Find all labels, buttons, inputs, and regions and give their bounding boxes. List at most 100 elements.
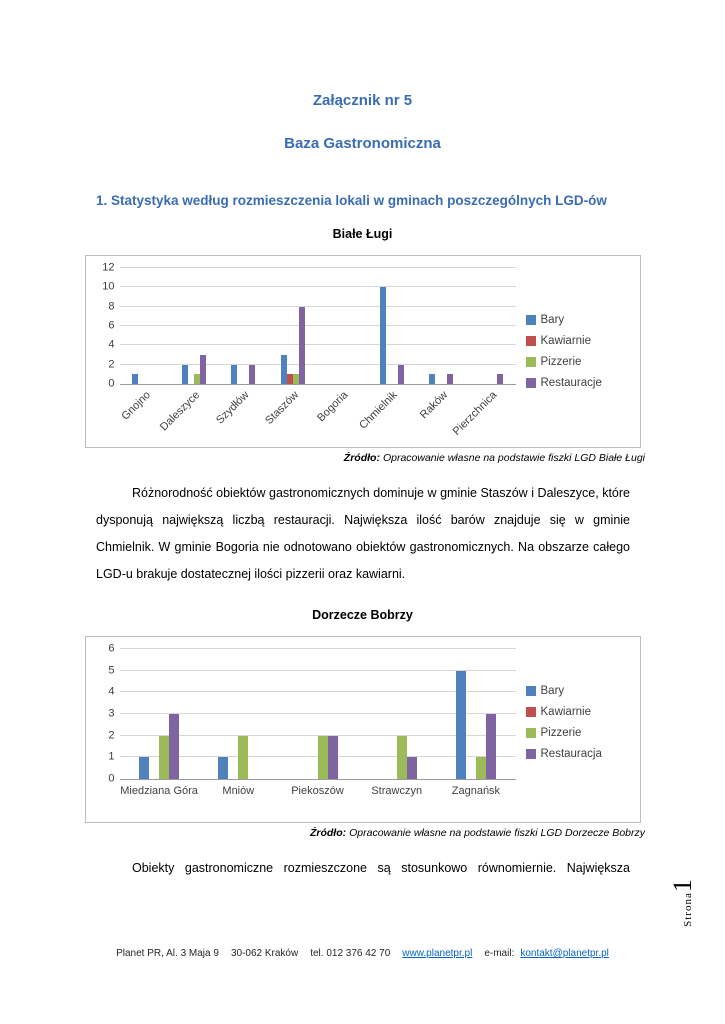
bar-bary [132,374,139,384]
bar-restauracje [249,364,256,384]
category-group [466,268,516,384]
bar-pizzerie [159,735,170,779]
page-number-word: Strona [682,892,694,927]
legend-item: Kawiarnie [525,335,634,347]
x-tick-label: Daleszyce [157,389,203,434]
x-tick-label: Zagnańsk [451,785,501,797]
category-group [120,268,170,384]
gridline [119,713,516,714]
gridline [119,344,516,346]
footer-address: Planet PR, Al. 3 Maja 9 [116,948,219,959]
x-tick-label: Miedziana Góra [120,785,198,797]
legend-label: Pizzerie [540,356,582,368]
bar-slots [120,268,516,384]
y-tick-label: 2 [108,729,115,742]
bar-bary [429,374,436,384]
bar-bary [280,355,287,384]
x-axis-labels: Gnojno Daleszyce Szydłów Staszów Bogoria Chmi… [119,385,516,443]
y-tick-label: 6 [108,642,115,655]
y-axis: 0 2 4 6 8 10 12 [96,262,120,389]
gridline [119,305,516,307]
bar-restauracja [406,757,417,779]
bar-restauracja [327,735,338,779]
legend-swatch [525,686,536,696]
legend-swatch [525,336,536,346]
source-label: Źródło: [309,827,347,839]
gridline [119,734,516,736]
bar-restauracje [397,364,404,384]
bar-pizzerie [193,374,200,384]
y-tick-label: 0 [108,377,115,390]
bar-restauracja [169,714,180,779]
source-text: Opracowanie własne na podstawie fiszki L… [382,452,645,464]
gridline [119,669,516,671]
page-number-side-label: Strona 1 [668,866,704,940]
bar-pizzerie [238,735,249,779]
legend-label: Kawiarnie [540,335,592,347]
gridline [119,325,516,326]
legend-item: Pizzerie [525,356,634,368]
category-group [318,268,368,384]
footer-website-link[interactable]: www.planetpr.pl [402,948,473,959]
category-group [120,649,199,779]
chart-biale-lugi: 0 2 4 6 8 10 12 Gnojno Daleszyce Szydłów Staszów Bo… [84,255,641,448]
legend-item: Restauracje [525,377,634,389]
bar-bary [218,757,229,779]
gridline [119,363,516,365]
bar-pizzerie [317,735,328,779]
footer-email-label: e-mail: [484,948,515,959]
legend-item: Bary [525,685,634,697]
plot-column: Gnojno Daleszyce Szydłów Staszów Bogoria Chmi… [119,267,516,443]
bar-restauracje [447,374,454,384]
bar-bary [139,757,150,779]
x-tick-label: Gnojno [119,389,153,423]
chart-inner: 0 1 2 3 4 5 6 Miedziana Góra Mniów Piekoszów Straw… [96,643,634,818]
plot-column: Miedziana Góra Mniów Piekoszów Strawczyn Zag… [119,648,516,818]
chart2-title: Dorzecze Bobrzy [312,608,413,622]
x-axis-labels: Miedziana Góra Mniów Piekoszów Strawczyn Zag… [120,780,516,818]
x-tick-label: Piekoszów [291,785,344,797]
x-tick-label: Strawczyn [371,785,423,797]
bar-slots [120,649,516,779]
y-tick-label: 12 [102,261,115,274]
document-title-line2: Baza Gastronomiczna [284,135,441,152]
paragraph-1: Różnorodność obiektów gastronomicznych d… [96,486,630,581]
chart-legend: Bary Kawiarnie Pizzerie Restauracja [516,685,634,760]
y-tick-label: 3 [108,707,115,720]
legend-swatch [525,357,536,367]
y-tick-label: 0 [108,772,115,785]
page-content: Załącznik nr 5 Baza Gastronomiczna 1. St… [84,92,645,875]
footer: Planet PR, Al. 3 Maja 9 30-062 Kraków tel.… [0,948,725,959]
bar-bary [379,287,386,384]
legend-label: Kawiarnie [540,706,592,718]
category-group [357,649,436,779]
chart-inner: 0 2 4 6 8 10 12 Gnojno Daleszyce Szydłów Staszów Bo… [96,262,634,443]
category-group [199,649,278,779]
y-tick-label: 4 [108,685,115,698]
bar-bary [455,670,466,779]
category-group [169,268,219,384]
legend-swatch [525,315,536,325]
x-tick-label: Bogoria [315,389,351,425]
legend-label: Bary [540,314,565,326]
y-tick-label: 6 [108,319,115,332]
legend-label: Pizzerie [540,727,582,739]
footer-city: 30-062 Kraków [230,948,299,959]
bar-restauracje [199,355,206,384]
legend-swatch [525,749,536,759]
x-tick-label: Mniów [222,785,255,797]
page-number-value: 1 [668,879,697,893]
x-tick-label: Pierzchnica [450,389,500,438]
bar-restauracje [496,374,503,384]
y-tick-label: 10 [102,280,115,293]
category-group [367,268,417,384]
footer-email-link[interactable]: kontakt@planetpr.pl [520,948,609,959]
bar-pizzerie [475,757,486,779]
section-heading: 1. Statystyka według rozmieszczenia loka… [96,193,607,208]
y-tick-label: 2 [108,358,115,371]
bar-pizzerie [292,374,299,384]
chart-dorzecze-bobrzy: 0 1 2 3 4 5 6 Miedziana Góra Mniów Piekoszów Straw… [84,636,641,823]
y-tick-label: 4 [108,338,115,351]
legend-item: Kawiarnie [525,706,634,718]
